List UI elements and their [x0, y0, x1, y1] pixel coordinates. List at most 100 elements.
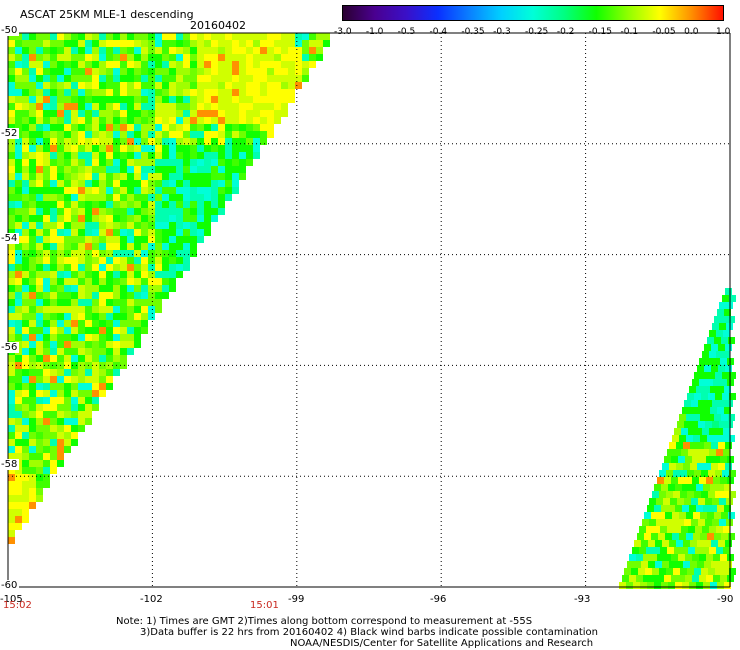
- wind-cell: [169, 54, 176, 61]
- wind-cell: [120, 68, 127, 75]
- wind-cell: [29, 390, 36, 397]
- wind-cell: [85, 152, 92, 159]
- wind-cell: [64, 89, 71, 96]
- wind-cell: [36, 229, 43, 236]
- wind-cell: [686, 414, 693, 421]
- wind-cell: [50, 285, 57, 292]
- wind-cell: [92, 194, 99, 201]
- wind-cell: [15, 418, 22, 425]
- wind-cell: [701, 470, 708, 477]
- wind-cell: [106, 243, 113, 250]
- wind-cell: [57, 334, 64, 341]
- wind-cell: [92, 292, 99, 299]
- wind-cell: [162, 285, 169, 292]
- wind-cell: [15, 425, 22, 432]
- wind-cell: [656, 519, 663, 526]
- wind-cell: [169, 138, 176, 145]
- wind-cell: [85, 229, 92, 236]
- wind-cell: [711, 442, 718, 449]
- wind-cell: [148, 68, 155, 75]
- wind-cell: [253, 33, 260, 40]
- wind-cell: [654, 484, 661, 491]
- wind-cell: [218, 61, 225, 68]
- wind-cell: [57, 320, 64, 327]
- wind-cell: [29, 313, 36, 320]
- wind-cell: [246, 138, 253, 145]
- wind-cell: [695, 428, 702, 435]
- wind-cell: [113, 264, 120, 271]
- wind-cell: [155, 159, 162, 166]
- wind-cell: [85, 313, 92, 320]
- wind-cell: [43, 446, 50, 453]
- wind-cell: [43, 117, 50, 124]
- wind-cell: [22, 215, 29, 222]
- wind-cell: [218, 124, 225, 131]
- wind-cell: [43, 236, 50, 243]
- wind-cell: [239, 124, 246, 131]
- wind-cell: [36, 96, 43, 103]
- wind-cell: [674, 449, 681, 456]
- wind-cell: [664, 554, 671, 561]
- wind-cell: [690, 442, 697, 449]
- wind-cell: [85, 180, 92, 187]
- wind-cell: [197, 103, 204, 110]
- wind-cell: [15, 264, 22, 271]
- wind-cell: [120, 187, 127, 194]
- wind-cell: [127, 229, 134, 236]
- wind-cell: [57, 446, 64, 453]
- wind-cell: [155, 75, 162, 82]
- wind-cell: [36, 180, 43, 187]
- wind-cell: [148, 313, 155, 320]
- wind-cell: [239, 40, 246, 47]
- wind-cell: [176, 47, 183, 54]
- wind-cell: [694, 470, 701, 477]
- wind-cell: [685, 477, 692, 484]
- wind-cell: [725, 365, 732, 372]
- wind-cell: [722, 568, 729, 575]
- wind-cell: [211, 68, 218, 75]
- wind-cell: [113, 355, 120, 362]
- wind-cell: [281, 96, 288, 103]
- wind-cell: [190, 243, 197, 250]
- wind-cell: [57, 75, 64, 82]
- wind-cell: [281, 68, 288, 75]
- wind-cell: [183, 215, 190, 222]
- wind-cell: [675, 505, 682, 512]
- wind-cell: [99, 110, 106, 117]
- wind-cell: [648, 561, 655, 568]
- wind-cell: [711, 365, 718, 372]
- wind-cell: [92, 222, 99, 229]
- lat-label: -54: [1, 233, 20, 244]
- wind-cell: [155, 173, 162, 180]
- wind-cell: [85, 89, 92, 96]
- wind-cell: [50, 194, 57, 201]
- wind-cell: [92, 166, 99, 173]
- wind-cell: [92, 404, 99, 411]
- wind-cell: [190, 47, 197, 54]
- wind-cell: [29, 327, 36, 334]
- wind-cell: [225, 47, 232, 54]
- wind-cell: [71, 432, 78, 439]
- wind-cell: [22, 425, 29, 432]
- wind-cell: [29, 131, 36, 138]
- wind-cell: [655, 561, 662, 568]
- wind-cell: [29, 383, 36, 390]
- wind-cell: [120, 250, 127, 257]
- wind-cell: [43, 313, 50, 320]
- wind-cell: [57, 278, 64, 285]
- wind-cell: [71, 264, 78, 271]
- wind-cell: [176, 145, 183, 152]
- wind-cell: [657, 554, 664, 561]
- wind-cell: [29, 159, 36, 166]
- wind-cell: [225, 82, 232, 89]
- wind-cell: [634, 561, 641, 568]
- wind-cell: [190, 187, 197, 194]
- wind-cell: [190, 194, 197, 201]
- wind-cell: [78, 180, 85, 187]
- wind-cell: [15, 467, 22, 474]
- wind-cell: [653, 526, 660, 533]
- wind-cell: [687, 568, 694, 575]
- wind-cell: [50, 467, 57, 474]
- wind-cell: [197, 47, 204, 54]
- wind-cell: [134, 341, 141, 348]
